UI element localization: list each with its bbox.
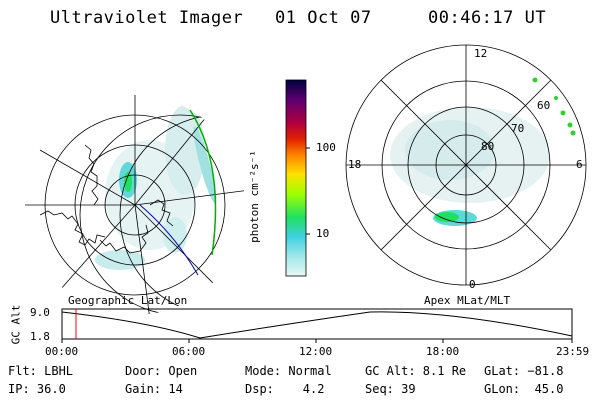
altitude-tick-high: 9.0 <box>30 306 50 319</box>
terminator-blue <box>139 204 199 276</box>
right-panel-label: Apex MLat/MLT <box>424 294 511 307</box>
colorbar-tick-10: 10 <box>316 227 330 240</box>
time-tick-0600: 06:00 <box>172 345 206 358</box>
info-glat: GLat: −81.8 <box>484 364 564 378</box>
colorbar <box>285 79 310 277</box>
mlat-label-80: 80 <box>481 140 495 153</box>
info-glon: GLon: 45.0 <box>484 382 564 396</box>
date-label: 01 Oct 07 <box>275 8 372 28</box>
altitude-ylabel: GC Alt <box>9 304 23 345</box>
mlt-label-18: 18 <box>348 158 362 171</box>
info-dsp: Dsp: 4.2 <box>245 382 325 396</box>
left-panel-label: Geographic Lat/Lon <box>68 294 188 307</box>
info-ip: IP: 36.0 <box>8 382 66 396</box>
mlt-label-12: 12 <box>474 47 488 60</box>
info-door: Door: Open <box>125 364 198 378</box>
time-tick-2359: 23:59 <box>556 345 590 358</box>
satellite-track-dots <box>532 77 576 136</box>
colorbar-unit: photon cm⁻²s⁻¹ <box>247 150 261 243</box>
time-tick-0000: 00:00 <box>45 345 79 358</box>
magnetic-map <box>345 44 587 286</box>
colorbar-tick-100: 100 <box>316 141 336 154</box>
time-tick-1200: 12:00 <box>299 345 333 358</box>
time-label: 00:46:17 UT <box>428 8 547 28</box>
info-filter: Flt: LBHL <box>8 364 74 378</box>
mlat-label-70: 70 <box>511 122 525 135</box>
app-title: Ultraviolet Imager <box>50 8 244 28</box>
mlt-label-0: 0 <box>469 278 476 291</box>
altitude-plot <box>61 308 573 343</box>
mlt-label-6: 6 <box>576 158 583 171</box>
mlat-label-60: 60 <box>537 99 551 112</box>
info-mode: Mode: Normal <box>245 364 332 378</box>
terminator-green <box>189 109 217 256</box>
info-gc-alt: GC Alt: 8.1 Re <box>365 364 467 378</box>
info-gain: Gain: 14 <box>125 382 183 396</box>
left-emission <box>95 105 217 270</box>
geographic-map <box>25 95 245 315</box>
time-tick-1800: 18:00 <box>426 345 460 358</box>
info-seq: Seq: 39 <box>365 382 416 396</box>
altitude-tick-low: 1.8 <box>30 330 50 343</box>
coastline <box>39 144 174 254</box>
